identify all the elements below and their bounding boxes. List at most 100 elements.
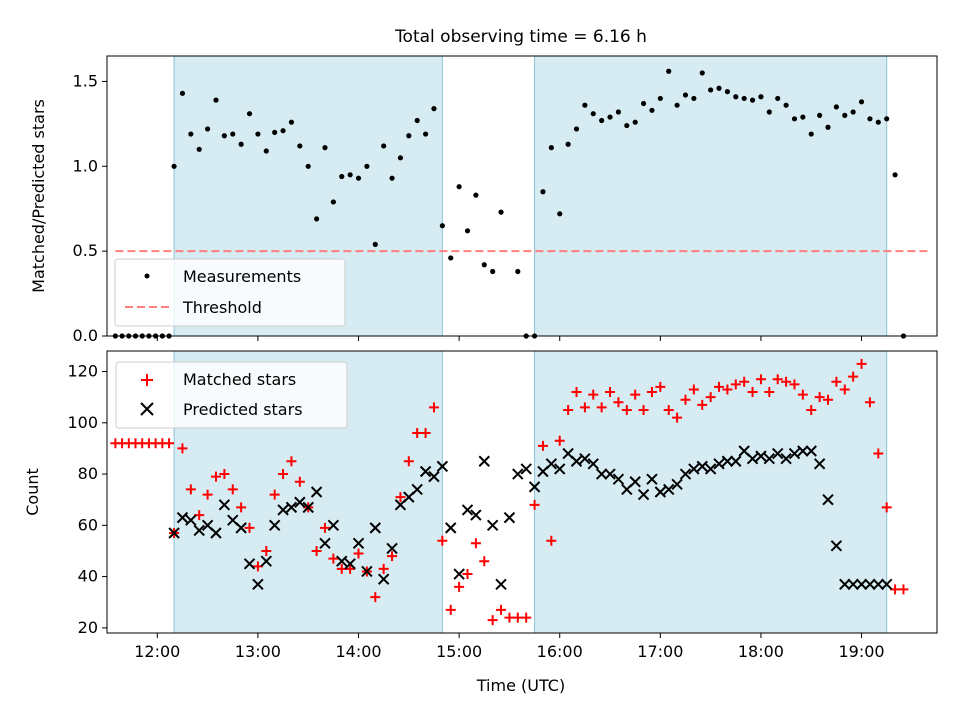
matched-star-point	[387, 551, 398, 562]
matched-star-point	[831, 376, 842, 387]
matched-star-point	[755, 374, 766, 385]
measurement-point	[347, 172, 353, 178]
predicted-star-point	[713, 458, 725, 470]
measurement-point	[590, 111, 596, 117]
matched-star-point	[428, 402, 439, 413]
measurement-point	[238, 141, 244, 147]
measurement-point	[406, 133, 412, 139]
predicted-star-point	[839, 578, 851, 590]
bottom-legend: Matched stars Predicted stars	[115, 361, 348, 429]
predicted-star-point	[570, 455, 583, 467]
matched-star-point	[571, 387, 582, 398]
matched-star-point	[730, 379, 741, 390]
measurement-point	[364, 163, 370, 169]
matched-star-point	[630, 389, 641, 400]
predicted-star-point	[461, 504, 474, 516]
measurement-point	[867, 116, 873, 122]
measurement-point	[749, 97, 756, 103]
measurement-point	[833, 104, 839, 110]
measurements-legend-label: Measurements	[183, 267, 301, 286]
predicted-star-point	[771, 447, 784, 460]
predicted-star-point	[763, 452, 776, 465]
predicted-star-point	[369, 522, 381, 534]
predicted-star-point	[679, 468, 692, 480]
measurement-point	[724, 89, 731, 95]
matched-star-point	[722, 384, 733, 395]
matched-star-point	[814, 392, 825, 403]
matched-star-point	[655, 381, 666, 392]
predicted-star-point	[755, 450, 767, 462]
predicted-star-point	[646, 473, 658, 485]
matched-star-point	[663, 404, 674, 415]
bottom-legend-box	[115, 361, 348, 429]
measurement-point	[691, 95, 697, 102]
measurement-point	[825, 124, 831, 130]
predicted-star-point	[176, 511, 189, 524]
predicted-star-point	[327, 519, 340, 532]
measurement-point	[699, 70, 705, 76]
predicted-star-point	[185, 514, 197, 526]
measurement-point	[875, 119, 881, 125]
matched-star-point	[437, 535, 448, 546]
matched-star-point	[496, 604, 507, 615]
matched-star-point	[680, 394, 691, 405]
predicted-star-point	[721, 455, 734, 467]
predicted-star-point	[210, 527, 222, 539]
predicted-star-point	[436, 460, 449, 473]
top-legend-box	[114, 258, 346, 327]
matched-star-point	[345, 563, 356, 574]
matched-star-point	[714, 381, 725, 392]
predicted-star-point	[302, 501, 314, 514]
measurement-point	[330, 199, 336, 205]
bottom-panel: 20 40 60 80 100 120 12:00 13:00 14:00 15:00 16:00…	[23, 350, 938, 695]
predicted-star-point	[587, 458, 599, 470]
y-tick-label: 100	[67, 413, 98, 432]
predicted-star-point	[344, 558, 356, 570]
matched-star-point	[454, 581, 465, 592]
top-legend: Measurements Threshold	[114, 258, 346, 327]
measurement-point	[205, 126, 211, 132]
measurement-point	[615, 109, 622, 115]
predicted-star-point	[453, 568, 465, 580]
measurement-point	[297, 143, 303, 149]
matched-star-point	[227, 484, 238, 495]
matched-star-point	[479, 556, 490, 567]
measurement-point	[397, 155, 404, 161]
matched-star-point	[898, 584, 909, 595]
measurement-point	[884, 116, 890, 122]
matched-star-point	[328, 553, 339, 564]
x-tick-label: 14:00	[335, 642, 381, 661]
measurement-point	[515, 268, 521, 275]
measurement-point	[599, 117, 605, 124]
predicted-star-point	[864, 578, 876, 590]
predicted-star-point	[595, 468, 608, 480]
predicted-star-point	[294, 496, 306, 508]
measurement-point	[188, 131, 194, 137]
measurement-point	[473, 192, 479, 198]
matched-star-point	[294, 476, 305, 487]
top-axes-frame	[106, 55, 938, 337]
matched-star-point	[210, 471, 221, 482]
chart-title: Total observing time = 6.16 h	[394, 27, 647, 47]
matched-legend-label: Matched stars	[183, 370, 296, 389]
measurement-point	[322, 145, 328, 151]
y-tick-label: 1.0	[73, 156, 98, 175]
measurement-point	[791, 116, 798, 122]
predicted-star-point	[352, 537, 365, 549]
measurement-point	[179, 90, 186, 96]
measurement-point	[892, 172, 898, 178]
matched-star-point	[588, 389, 599, 400]
x-axis-label: Time (UTC)	[476, 676, 565, 695]
measurement-point	[498, 209, 504, 215]
predicted-star-point	[746, 452, 759, 465]
y-tick-label: 0.0	[73, 326, 98, 345]
predicted-star-point	[688, 463, 700, 475]
matched-star-point	[269, 489, 280, 500]
matched-star-point	[462, 569, 473, 580]
predicted-star-point	[470, 509, 482, 521]
measurement-point	[288, 119, 295, 125]
shaded-interval-1	[534, 55, 888, 337]
matched-star-point	[403, 456, 414, 467]
measurement-point	[682, 92, 689, 98]
matched-legend-marker	[141, 374, 153, 386]
